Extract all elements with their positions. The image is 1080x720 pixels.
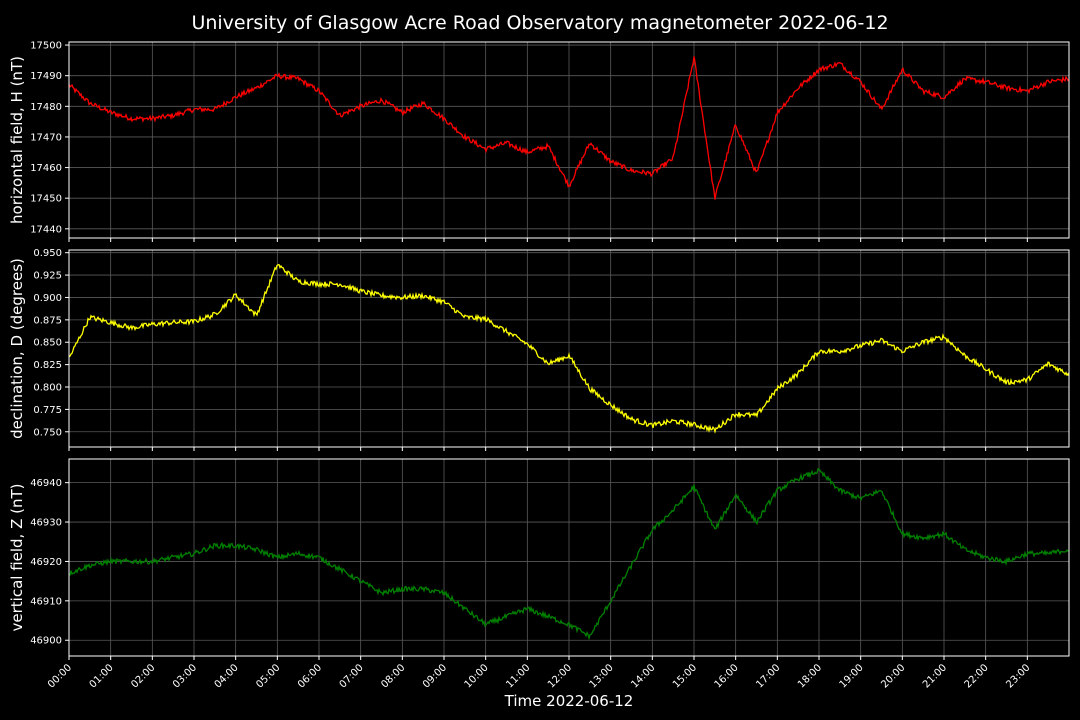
x-tick-label: 13:00: [588, 662, 616, 690]
x-tick-label: 21:00: [921, 662, 949, 690]
x-tick-label: 23:00: [1004, 662, 1032, 690]
x-tick-label: 00:00: [46, 662, 74, 690]
y-tick-label: 17490: [30, 71, 62, 82]
y-tick-label: 17450: [30, 194, 62, 205]
x-tick-label: 01:00: [88, 662, 116, 690]
x-tick-label: 02:00: [129, 662, 157, 690]
x-tick-label: 15:00: [671, 662, 699, 690]
y-axis-label: vertical field, Z (nT): [8, 483, 26, 631]
y-tick-label: 46930: [30, 518, 62, 529]
y-tick-label: 0.850: [33, 338, 62, 349]
y-tick-label: 0.875: [33, 315, 62, 326]
x-tick-label: 05:00: [254, 662, 282, 690]
x-tick-label: 14:00: [629, 662, 657, 690]
x-tick-label: 16:00: [713, 662, 741, 690]
x-tick-label: 04:00: [213, 662, 241, 690]
x-tick-label: 03:00: [171, 662, 199, 690]
x-tick-label: 06:00: [296, 662, 324, 690]
data-line-2: [68, 263, 1070, 434]
x-tick-label: 17:00: [754, 662, 782, 690]
y-tick-label: 17500: [30, 41, 62, 52]
x-tick-label: 09:00: [421, 662, 449, 690]
panel-frame: [68, 458, 1070, 657]
y-tick-label: 46900: [30, 636, 62, 647]
panel-1: 17440 17450 17460 17470 17480 17490 17500 horiz…: [8, 41, 1070, 242]
y-tick-label: 0.800: [33, 383, 62, 394]
y-tick-label: 17440: [30, 224, 62, 235]
y-tick-label: 46940: [30, 478, 62, 489]
y-tick-label: 0.825: [33, 360, 62, 371]
y-tick-label: 17460: [30, 163, 62, 174]
panel-3: 46900 46910 46920 46930 46940 vertical field,…: [8, 458, 1070, 660]
panel-2: 0.750 0.775 0.800 0.825 0.850 0.875 0.900 0.925…: [8, 248, 1070, 451]
y-tick-label: 0.925: [33, 271, 62, 282]
y-tick-label: 0.900: [33, 293, 62, 304]
data-line-3: [68, 467, 1070, 641]
chart-title: University of Glasgow Acre Road Observat…: [191, 12, 888, 34]
x-tick-label: 18:00: [796, 662, 824, 690]
x-tick-label: 22:00: [963, 662, 991, 690]
x-tick-label: 10:00: [463, 662, 491, 690]
x-tick-label: 07:00: [338, 662, 366, 690]
x-tick-label: 08:00: [379, 662, 407, 690]
y-axis-label: horizontal field, H (nT): [8, 56, 26, 224]
panel-frame: [68, 249, 1070, 448]
y-tick-label: 0.750: [33, 427, 62, 438]
y-tick-label: 17480: [30, 102, 62, 113]
y-tick-label: 0.775: [33, 405, 62, 416]
y-tick-label: 46920: [30, 557, 62, 568]
data-line-1: [68, 56, 1070, 200]
x-tick-label: 19:00: [838, 662, 866, 690]
x-tick-label: 12:00: [546, 662, 574, 690]
panel-frame: [68, 41, 1070, 239]
x-tick-label: 11:00: [504, 662, 532, 690]
x-axis-label: Time 2022-06-12: [504, 692, 634, 710]
y-tick-label: 17470: [30, 132, 62, 143]
x-tick-label: 20:00: [879, 662, 907, 690]
panels: 17440 17450 17460 17470 17480 17490 17500 horiz…: [8, 41, 1070, 691]
y-tick-label: 46910: [30, 596, 62, 607]
y-tick-label: 0.950: [33, 248, 62, 259]
y-axis-label: declination, D (degrees): [8, 258, 26, 439]
